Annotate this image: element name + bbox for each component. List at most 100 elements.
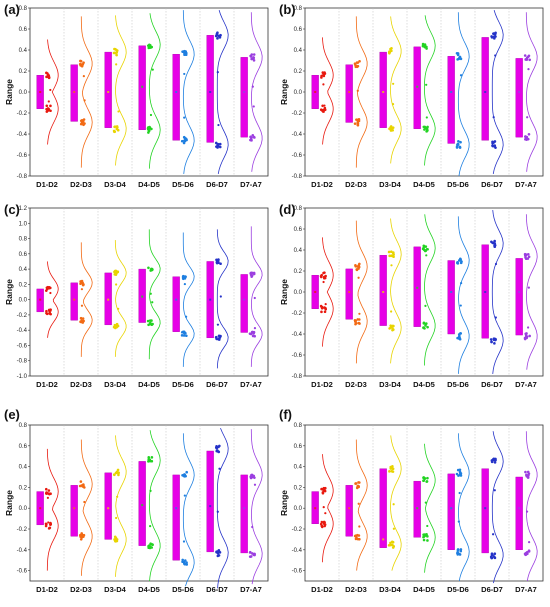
y-tick-label: 0.8: [294, 206, 303, 212]
data-point: [183, 277, 187, 280]
box: [379, 468, 387, 548]
mean-marker: [416, 286, 419, 289]
data-point: [49, 104, 52, 108]
distribution-curve: [390, 16, 402, 164]
x-tick-label: D1-D2: [36, 380, 58, 389]
mean-marker: [484, 291, 487, 293]
data-point: [322, 271, 325, 275]
plot-frame: [304, 207, 544, 377]
data-point: [115, 539, 119, 543]
distribution-curve: [491, 431, 504, 584]
data-point: [421, 44, 425, 48]
data-point: [492, 555, 496, 558]
distribution-curve: [148, 430, 161, 582]
data-point: [324, 274, 327, 278]
data-point: [527, 549, 531, 552]
y-tick-label: 0.8: [294, 6, 303, 12]
data-point: [83, 500, 86, 504]
data-point: [358, 262, 361, 266]
box: [447, 260, 455, 335]
data-point: [494, 31, 497, 35]
data-point: [218, 36, 222, 39]
data-point: [249, 476, 253, 480]
box: [515, 58, 523, 138]
data-point: [112, 51, 116, 55]
data-point: [182, 540, 186, 543]
distribution-curve: [114, 240, 127, 357]
y-tick-label: 1.0: [19, 221, 28, 227]
y-tick-label: 0.4: [19, 267, 28, 273]
data-point: [45, 309, 48, 313]
data-point: [490, 340, 493, 344]
distribution-curve: [182, 232, 195, 367]
data-point: [389, 125, 393, 128]
data-point: [115, 283, 118, 286]
data-point: [149, 113, 153, 117]
y-tick-label: 0.2: [19, 485, 28, 491]
distribution-curve: [148, 13, 161, 169]
mean-marker: [73, 507, 76, 510]
data-point: [493, 145, 496, 148]
mean-marker: [450, 91, 453, 93]
distribution-curve: [424, 214, 436, 366]
data-point: [424, 126, 428, 130]
y-tick-label: 0.2: [19, 69, 28, 75]
data-point: [322, 280, 325, 284]
data-point: [148, 546, 152, 550]
data-point: [321, 108, 325, 112]
x-tick-label: D3-D4: [104, 180, 127, 189]
data-point: [180, 139, 184, 143]
data-point: [82, 123, 85, 127]
x-tick-label: D5-D6: [447, 180, 469, 189]
data-point: [390, 254, 394, 258]
distribution-curve: [322, 237, 334, 347]
mean-marker: [243, 507, 246, 510]
box: [345, 485, 353, 537]
x-tick-label: D1-D2: [36, 180, 58, 189]
data-point: [48, 312, 52, 315]
data-point: [322, 487, 325, 491]
mean-marker: [518, 91, 521, 93]
y-tick-label: -0.2: [17, 313, 28, 319]
data-point: [219, 334, 222, 338]
data-point: [47, 76, 51, 79]
data-point: [527, 68, 530, 71]
data-point: [252, 56, 256, 60]
y-tick-label: -0.4: [17, 132, 28, 138]
panel-label: (a): [4, 2, 20, 17]
mean-marker: [484, 91, 487, 93]
mean-marker: [141, 295, 144, 298]
data-point: [253, 552, 256, 556]
data-point: [456, 58, 459, 61]
data-point: [320, 487, 323, 491]
data-point: [216, 551, 220, 555]
y-tick-label: 0.6: [19, 252, 28, 258]
data-point: [323, 306, 326, 309]
data-point: [147, 266, 150, 270]
mean-marker: [348, 91, 351, 93]
data-point: [524, 58, 527, 61]
data-point: [115, 51, 119, 54]
box: [70, 282, 78, 321]
data-point: [180, 334, 184, 337]
data-point: [456, 53, 460, 57]
data-point: [357, 534, 361, 537]
data-point: [183, 475, 186, 478]
panel-label: (f): [279, 407, 292, 422]
y-axis-label: Range: [279, 490, 289, 516]
distribution-curve: [525, 12, 538, 172]
data-point: [493, 239, 496, 243]
x-tick-label: D7-A7: [515, 380, 537, 389]
data-point: [151, 543, 154, 547]
data-point: [44, 522, 48, 526]
data-point: [422, 125, 426, 129]
data-point: [80, 288, 84, 291]
data-point: [113, 538, 116, 541]
data-point: [389, 324, 393, 327]
x-tick-label: D3-D4: [379, 180, 402, 189]
data-point: [356, 121, 359, 124]
data-point: [390, 310, 393, 313]
x-tick-label: D5-D6: [172, 380, 194, 389]
mean-marker: [107, 507, 110, 510]
y-tick-label: -0.4: [292, 548, 303, 554]
